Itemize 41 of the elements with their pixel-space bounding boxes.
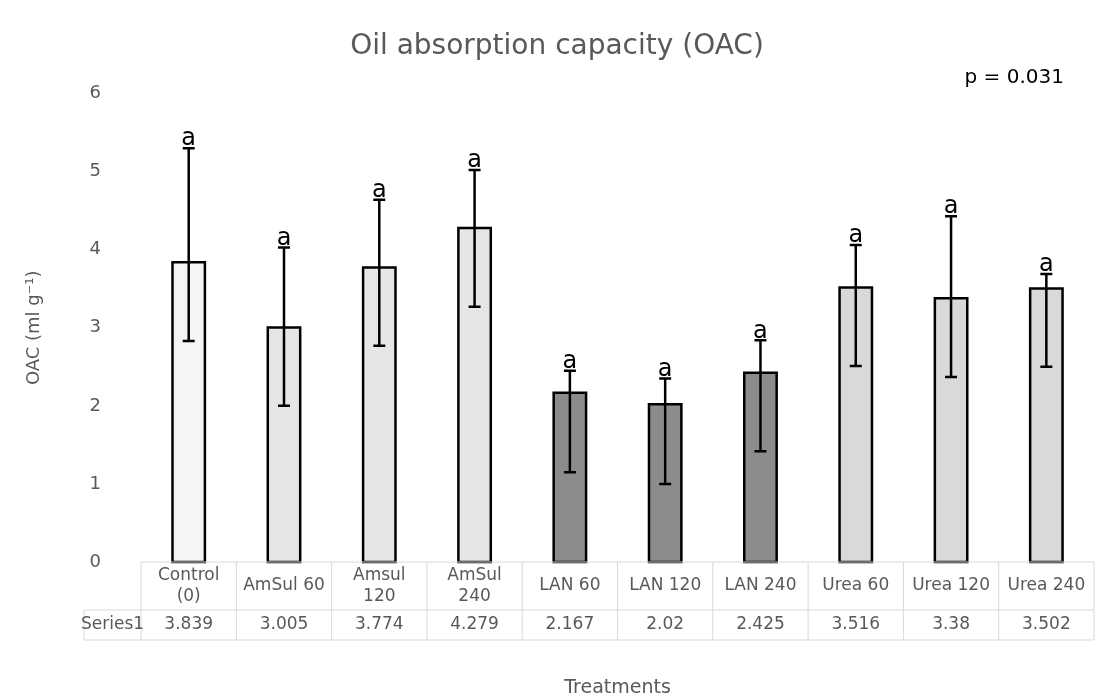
x-tick-label: Amsul 120 [353,563,406,605]
annotation: a [943,191,959,220]
annotation: a [371,175,387,204]
data-label: 3.516 [831,613,881,634]
x-tick-label: Urea 240 [1007,574,1086,595]
x-tick-label: LAN 120 [629,574,702,595]
x-tick-label: Control (0) [157,563,220,605]
data-label: 2.167 [545,613,595,634]
data-label: 3.38 [932,613,970,634]
annotation: a [848,220,864,249]
annotation: a [753,315,768,344]
x-tick-label: Urea 60 [822,574,890,595]
y-tick-label: 6 [89,81,102,103]
text: p = 0.031 [964,64,1064,89]
y-tick-label: 0 [89,549,102,571]
annotation: a [276,222,292,251]
x-tick-label: AmSul 240 [447,563,502,605]
data-label: 3.839 [164,613,214,634]
y-tick-label: 4 [89,237,102,259]
y-axis-title: OAC (ml g⁻¹) [22,270,44,386]
x-tick-label: LAN 60 [539,574,601,595]
y-tick-label: 5 [89,159,102,181]
annotation: a [467,145,482,174]
data-label: 3.502 [1022,613,1071,634]
chart-title: Oil absorption capacity (OAC) [350,28,764,62]
annotation: a [657,353,673,382]
annotation: a [181,123,197,152]
y-tick-label: 2 [89,393,102,415]
x-axis-title: Treatments [563,674,671,697]
x-tick-label: LAN 240 [724,574,797,595]
data-label: 3.005 [259,613,309,634]
annotation: a [562,345,578,374]
y-tick-label: 1 [89,471,102,493]
data-label: 2.425 [736,613,785,634]
data-label: 4.279 [450,613,499,634]
annotation: a [1038,249,1054,278]
x-tick-label: AmSul 60 [243,574,325,595]
data-label: 2.02 [646,613,685,634]
data-label: 3.774 [354,613,404,634]
y-tick-label: 3 [89,315,102,337]
x-tick-label: Urea 120 [912,574,990,595]
